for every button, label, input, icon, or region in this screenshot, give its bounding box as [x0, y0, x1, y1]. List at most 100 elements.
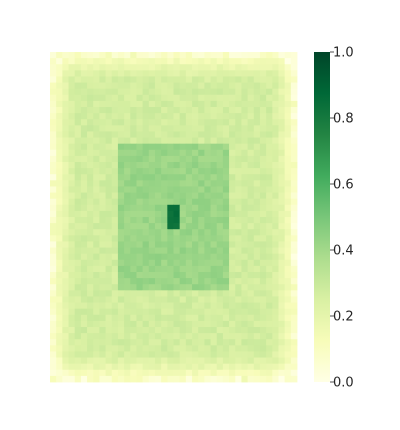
- heatmap-cell: [56, 64, 63, 71]
- heatmap-cell: [148, 58, 156, 65]
- heatmap-cell: [154, 259, 162, 267]
- heatmap-cell: [62, 76, 69, 83]
- heatmap-cell: [111, 369, 119, 377]
- heatmap-cell: [142, 210, 150, 218]
- heatmap-cell: [216, 345, 224, 352]
- heatmap-cell: [179, 64, 187, 71]
- heatmap-cell: [179, 327, 187, 334]
- heatmap-cell: [87, 265, 94, 273]
- heatmap-cell: [105, 180, 113, 187]
- heatmap-cell: [185, 272, 193, 279]
- heatmap-cell: [272, 137, 279, 145]
- heatmap-cell: [272, 272, 279, 279]
- heatmap-cell: [216, 210, 224, 218]
- heatmap-cell: [210, 58, 218, 65]
- heatmap-cell: [198, 186, 205, 193]
- heatmap-cell: [204, 76, 211, 83]
- heatmap-cell: [56, 375, 63, 383]
- heatmap-cell: [62, 137, 69, 145]
- heatmap-cell: [87, 174, 94, 181]
- heatmap-cell: [62, 143, 69, 151]
- heatmap-cell: [50, 265, 57, 273]
- heatmap-cell: [161, 162, 168, 169]
- heatmap-cell: [253, 351, 261, 358]
- heatmap-cell: [111, 192, 119, 200]
- heatmap-cell: [105, 278, 113, 285]
- heatmap-cell: [229, 174, 236, 181]
- heatmap-cell: [210, 235, 218, 242]
- heatmap-cell: [99, 363, 106, 371]
- heatmap-cell: [142, 290, 150, 297]
- heatmap-cell: [266, 272, 273, 279]
- heatmap-cell: [117, 265, 125, 273]
- heatmap-cell: [192, 327, 199, 334]
- heatmap-cell: [93, 100, 100, 108]
- heatmap-cell: [216, 107, 224, 114]
- heatmap-cell: [68, 278, 76, 285]
- heatmap-cell: [290, 64, 298, 71]
- heatmap-cell: [210, 345, 218, 352]
- heatmap-cell: [229, 278, 236, 285]
- heatmap-cell: [130, 278, 137, 285]
- heatmap-cell: [179, 58, 187, 65]
- heatmap-cell: [99, 369, 106, 377]
- heatmap-cell: [179, 345, 187, 352]
- heatmap-cell: [241, 229, 248, 236]
- heatmap-cell: [93, 339, 100, 346]
- heatmap-cell: [161, 253, 168, 261]
- heatmap-cell: [290, 272, 298, 279]
- heatmap-cell: [216, 198, 224, 206]
- heatmap-cell: [50, 284, 57, 291]
- heatmap-cell: [272, 82, 279, 90]
- heatmap-cell: [266, 168, 273, 175]
- heatmap-cell: [179, 357, 187, 365]
- heatmap-cell: [105, 52, 113, 59]
- heatmap-cell: [62, 162, 69, 169]
- heatmap-cell: [93, 284, 100, 291]
- heatmap-cell: [247, 272, 255, 279]
- heatmap-cell: [192, 192, 199, 200]
- heatmap-cell: [278, 149, 286, 157]
- heatmap-cell: [117, 339, 125, 346]
- heatmap-cell: [198, 296, 205, 303]
- heatmap-cell: [278, 308, 286, 316]
- heatmap-cell: [50, 357, 57, 365]
- heatmap-cell: [290, 339, 298, 346]
- heatmap-cell: [173, 168, 181, 175]
- heatmap-cell: [192, 259, 199, 267]
- heatmap-cell: [50, 76, 57, 83]
- heatmap-cell: [111, 52, 119, 59]
- heatmap-cell: [216, 82, 224, 90]
- heatmap-cell: [204, 327, 211, 334]
- heatmap-cell: [241, 100, 248, 108]
- heatmap-cell: [142, 162, 150, 169]
- heatmap-cell: [117, 235, 125, 242]
- heatmap-cell: [62, 100, 69, 108]
- heatmap-cell: [93, 186, 100, 193]
- heatmap-cell: [253, 168, 261, 175]
- heatmap-cell: [266, 192, 273, 200]
- heatmap-cell: [80, 284, 88, 291]
- heatmap-cell: [210, 314, 218, 322]
- heatmap-cell: [179, 149, 187, 157]
- heatmap-cell: [266, 265, 273, 273]
- heatmap-cell: [154, 210, 162, 218]
- heatmap-cell: [154, 125, 162, 132]
- heatmap-cell: [290, 94, 298, 102]
- heatmap-cell: [62, 327, 69, 334]
- heatmap-cell: [161, 241, 168, 248]
- heatmap-cell: [272, 100, 279, 108]
- heatmap-cell: [93, 52, 100, 59]
- heatmap-cell: [105, 149, 113, 157]
- heatmap-cell: [198, 58, 205, 65]
- heatmap-cell: [105, 259, 113, 267]
- heatmap-cell: [105, 320, 113, 328]
- heatmap-cell: [259, 162, 267, 169]
- heatmap-cell: [272, 357, 279, 365]
- heatmap-cell: [80, 320, 88, 328]
- heatmap-cell: [74, 302, 82, 310]
- heatmap-cell: [173, 357, 181, 365]
- heatmap-cell: [93, 259, 100, 267]
- heatmap-cell: [173, 155, 181, 163]
- heatmap-cell: [93, 247, 100, 255]
